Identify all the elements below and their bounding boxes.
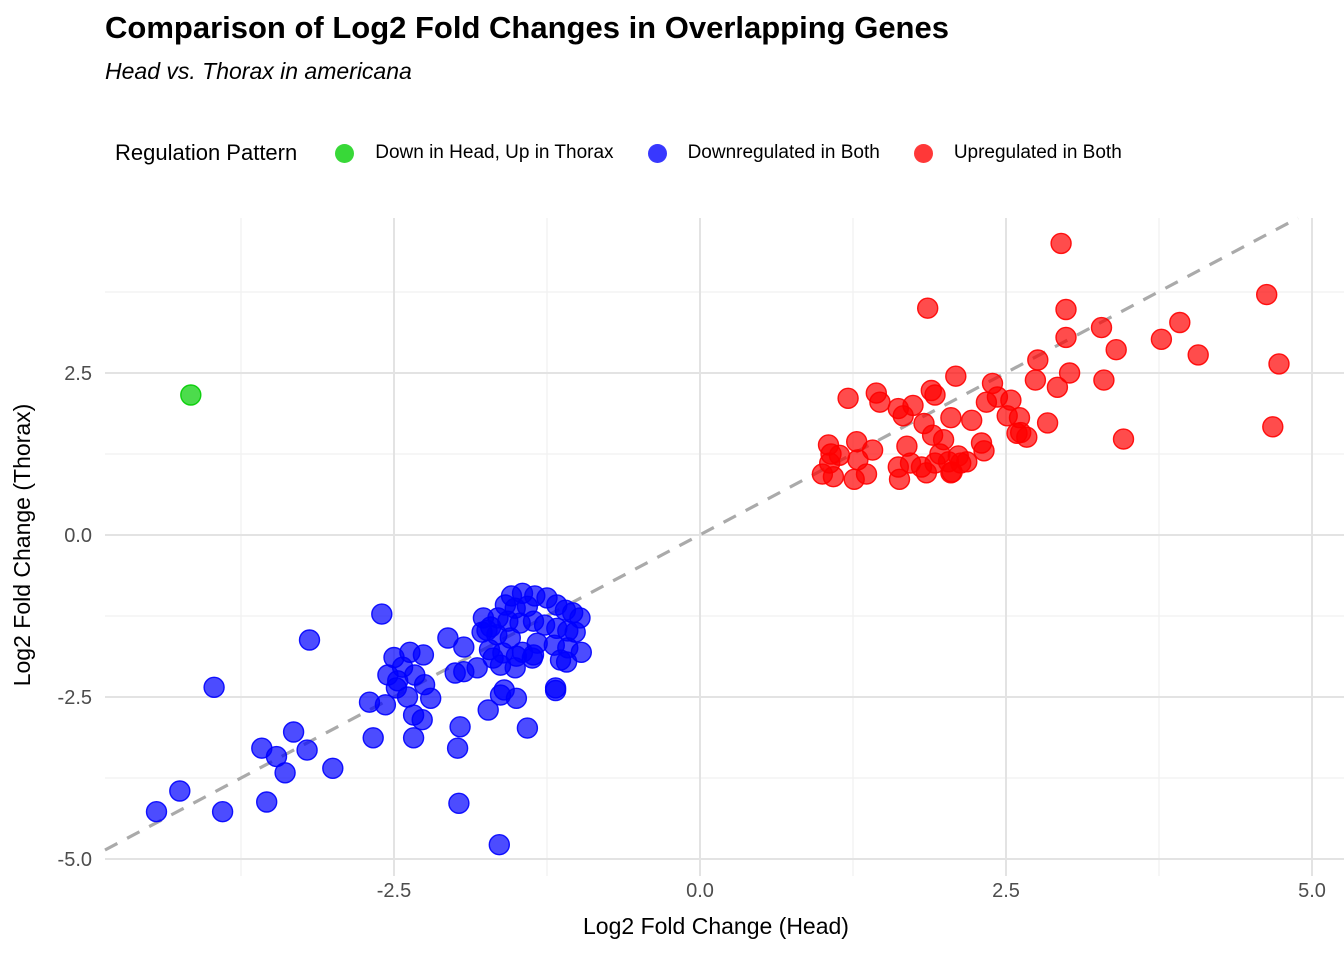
legend: Regulation Pattern Down in Head, Up in T… <box>115 138 1156 168</box>
data-point-series-2 <box>1058 362 1081 384</box>
data-point-series-2 <box>1262 416 1284 438</box>
data-point-series-2 <box>945 365 967 387</box>
data-point-series-2 <box>1050 232 1072 255</box>
data-point-series-0 <box>180 384 202 406</box>
data-point-series-2 <box>924 384 946 406</box>
data-point-series-2 <box>1187 344 1209 366</box>
data-point-series-2 <box>861 439 884 461</box>
data-point-series-2 <box>1112 428 1135 450</box>
legend-dot-icon <box>335 143 355 163</box>
x-tick-label: 2.5 <box>992 880 1020 902</box>
data-point-series-1 <box>449 716 471 738</box>
data-point-series-1 <box>493 679 515 701</box>
data-point-series-1 <box>374 694 397 716</box>
data-point-series-2 <box>902 394 924 417</box>
data-point-series-2 <box>1024 369 1047 391</box>
data-point-series-1 <box>211 801 234 823</box>
data-point-series-2 <box>837 387 859 410</box>
data-point-series-1 <box>557 637 579 659</box>
legend-item-2[interactable]: Upregulated in Both <box>913 142 1122 164</box>
data-point-series-2 <box>1105 338 1127 361</box>
data-point-series-1 <box>504 657 526 679</box>
data-point-series-2 <box>921 424 944 446</box>
data-point-series-2 <box>1055 298 1077 321</box>
data-point-series-2 <box>917 297 939 319</box>
legend-item-1[interactable]: Downregulated in Both <box>647 142 880 164</box>
data-point-series-2 <box>869 391 891 413</box>
data-point-series-2 <box>1150 328 1173 351</box>
data-point-series-2 <box>940 462 962 484</box>
x-axis-title: Log2 Fold Change (Head) <box>583 913 849 939</box>
scatter-plot: -2.5 0.0 2.5 5.0 -5.0 -2.5 0.0 2.5 Log2 Fold Cha… <box>9 216 1344 939</box>
data-point-series-1 <box>544 677 567 699</box>
data-point-series-1 <box>516 717 539 739</box>
data-point-series-2 <box>1016 426 1038 448</box>
legend-label: Down in Head, Up in Thorax <box>375 142 614 163</box>
chart-subtitle: Head vs. Thorax in americana <box>105 58 412 84</box>
data-point-series-1 <box>480 616 502 638</box>
data-point-series-2 <box>1169 311 1191 334</box>
legend-title: Regulation Pattern <box>115 140 298 165</box>
chart-title: Comparison of Log2 Fold Changes in Overl… <box>105 10 949 45</box>
data-point-series-1 <box>169 780 191 802</box>
data-point-series-1 <box>256 791 278 813</box>
legend-label: Downregulated in Both <box>687 142 880 163</box>
data-point-series-2 <box>961 409 983 432</box>
y-axis-title: Log2 Fold Change (Thorax) <box>9 404 35 687</box>
legend-dot-icon <box>913 143 933 163</box>
data-point-series-1 <box>412 644 435 666</box>
data-point-series-1 <box>413 674 436 696</box>
data-point-series-1 <box>477 699 499 721</box>
data-point-series-1 <box>437 627 459 649</box>
y-tick-label: -5.0 <box>58 849 92 871</box>
data-point-series-2 <box>887 456 909 478</box>
data-point-series-2 <box>1036 412 1059 434</box>
data-point-series-1 <box>453 636 475 658</box>
y-tick-label: -2.5 <box>58 687 92 709</box>
data-point-series-1 <box>521 647 543 669</box>
legend-dot-icon <box>647 143 667 163</box>
data-point-series-1 <box>282 721 305 743</box>
data-point-series-1 <box>145 801 168 823</box>
data-point-series-1 <box>385 677 408 699</box>
data-point-series-1 <box>322 757 344 779</box>
data-point-series-2 <box>843 468 865 490</box>
data-point-series-2 <box>970 432 993 454</box>
x-tick-label: 5.0 <box>1298 880 1326 902</box>
data-point-series-1 <box>411 709 433 731</box>
data-point-series-1 <box>203 676 225 698</box>
data-point-series-2 <box>1027 349 1049 371</box>
data-point-series-2 <box>915 462 938 484</box>
data-point-series-1 <box>448 792 470 814</box>
data-point-series-1 <box>274 762 296 784</box>
data-point-series-2 <box>822 466 845 488</box>
x-tick-label: -2.5 <box>377 880 411 902</box>
data-point-series-2 <box>828 444 851 466</box>
legend-items: Down in Head, Up in Thorax Downregulated … <box>335 142 1156 164</box>
data-point-series-1 <box>298 629 321 651</box>
data-point-series-1 <box>371 603 393 625</box>
data-point-series-1 <box>402 727 425 749</box>
data-point-series-2 <box>1093 369 1115 391</box>
data-point-series-2 <box>1255 283 1278 306</box>
data-point-series-2 <box>1268 353 1290 375</box>
y-tick-label: 0.0 <box>64 525 92 547</box>
data-point-series-1 <box>446 737 469 759</box>
data-point-series-1 <box>296 739 318 761</box>
data-point-series-1 <box>488 834 510 856</box>
data-point-series-2 <box>1046 376 1069 399</box>
x-tick-label: 0.0 <box>686 880 714 902</box>
y-tick-label: 2.5 <box>64 363 92 385</box>
data-point-series-1 <box>362 727 384 749</box>
data-point-series-2 <box>940 406 962 429</box>
data-point-series-2 <box>1090 316 1113 339</box>
data-point-series-1 <box>444 662 466 684</box>
data-point-series-2 <box>956 451 978 473</box>
legend-item-0[interactable]: Down in Head, Up in Thorax <box>335 142 614 164</box>
data-point-series-2 <box>1055 326 1077 349</box>
legend-label: Upregulated in Both <box>953 142 1122 163</box>
